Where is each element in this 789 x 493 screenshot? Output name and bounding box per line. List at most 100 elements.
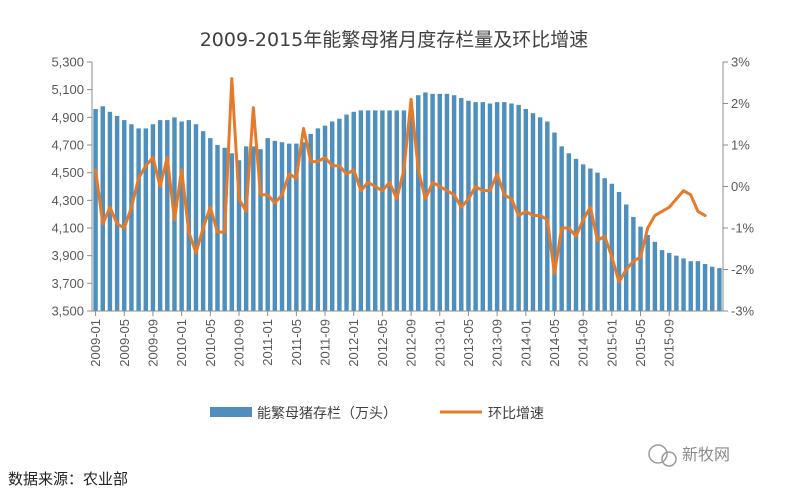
bar xyxy=(179,121,184,311)
bar xyxy=(143,128,149,311)
watermark: 新牧网 xyxy=(648,444,730,467)
bar xyxy=(337,118,342,311)
bar xyxy=(365,110,371,311)
line-point xyxy=(230,77,234,80)
line-point xyxy=(567,226,571,230)
bar xyxy=(516,104,521,311)
bar xyxy=(688,261,693,311)
bar xyxy=(437,93,442,311)
bar xyxy=(308,133,313,311)
line-point xyxy=(445,189,449,192)
line-point xyxy=(553,272,556,275)
right-tick-label: -2% xyxy=(731,262,755,277)
line-point xyxy=(302,127,305,130)
bar xyxy=(387,110,392,311)
line-point xyxy=(581,218,585,221)
line-point xyxy=(331,164,334,167)
bar xyxy=(631,216,636,311)
line-point xyxy=(431,181,434,184)
bar-series xyxy=(93,92,722,312)
bar xyxy=(430,93,435,311)
x-tick-label: 2011-05 xyxy=(289,319,304,366)
bar xyxy=(93,109,98,311)
bar xyxy=(243,146,249,311)
line-point xyxy=(151,156,155,159)
line-point xyxy=(424,197,427,201)
line-point xyxy=(474,185,477,188)
growth-rate-line xyxy=(94,77,707,284)
line-point xyxy=(467,197,470,201)
line-point xyxy=(603,235,606,238)
line-point xyxy=(438,185,441,188)
left-tick-label: 3,900 xyxy=(51,248,84,263)
bar xyxy=(602,178,607,311)
line-point xyxy=(381,189,384,192)
line-point xyxy=(237,197,241,201)
bar xyxy=(272,140,278,311)
chart-title: 2009-2015年能繁母猪月度存栏量及环比增速 xyxy=(200,29,589,51)
line-point xyxy=(510,197,513,201)
bar xyxy=(236,160,242,311)
line-point xyxy=(173,218,176,221)
x-tick-label: 2013-05 xyxy=(461,319,476,367)
bar xyxy=(165,120,170,311)
x-tick-label: 2009-01 xyxy=(88,319,103,367)
bar xyxy=(623,204,629,311)
left-tick-label: 4,900 xyxy=(51,110,84,125)
line-point xyxy=(273,201,277,205)
legend-line-label: 环比增速 xyxy=(488,406,544,422)
bar xyxy=(251,146,256,311)
bar xyxy=(229,153,235,311)
line-point xyxy=(653,214,657,217)
bar xyxy=(530,113,536,312)
bar xyxy=(695,261,701,311)
bar xyxy=(502,102,507,312)
line-point xyxy=(560,226,563,230)
line-point xyxy=(409,98,413,101)
bar xyxy=(157,120,163,311)
bar xyxy=(509,103,514,311)
bar xyxy=(674,255,679,311)
bar xyxy=(136,128,141,311)
bar xyxy=(265,138,270,311)
line-point xyxy=(531,214,535,217)
x-tick-label: 2012-09 xyxy=(404,319,419,367)
left-tick-label: 4,100 xyxy=(51,221,84,236)
x-tick-label: 2012-01 xyxy=(346,319,361,367)
line-point xyxy=(517,214,520,217)
bar xyxy=(645,234,650,311)
bar xyxy=(373,110,378,311)
bar xyxy=(580,164,586,311)
bar xyxy=(394,110,399,311)
line-point xyxy=(115,222,119,226)
bar xyxy=(466,100,471,311)
bar xyxy=(588,168,593,311)
bar xyxy=(329,121,335,311)
x-tick-label: 2011-09 xyxy=(318,319,333,366)
x-tick-label: 2014-09 xyxy=(576,319,591,367)
bar xyxy=(401,110,407,311)
bar xyxy=(444,93,450,311)
x-tick-label: 2013-01 xyxy=(432,319,447,367)
line-series xyxy=(94,77,707,284)
line-point xyxy=(546,218,549,221)
line-point xyxy=(689,193,692,196)
bar xyxy=(315,128,321,311)
line-point xyxy=(417,168,420,172)
source-note: 数据来源：农业部 xyxy=(8,470,128,488)
line-point xyxy=(130,206,133,209)
bar xyxy=(487,103,493,311)
x-tick-label: 2014-05 xyxy=(547,319,562,367)
bar xyxy=(294,143,299,311)
bar xyxy=(710,266,715,311)
line-point xyxy=(596,239,599,242)
bar xyxy=(301,142,306,311)
bar xyxy=(100,106,105,312)
line-point xyxy=(338,164,341,167)
x-tick-label: 2009-05 xyxy=(117,319,132,367)
line-point xyxy=(632,260,635,263)
bar xyxy=(193,124,199,311)
line-point xyxy=(660,210,664,213)
bar xyxy=(638,226,643,311)
